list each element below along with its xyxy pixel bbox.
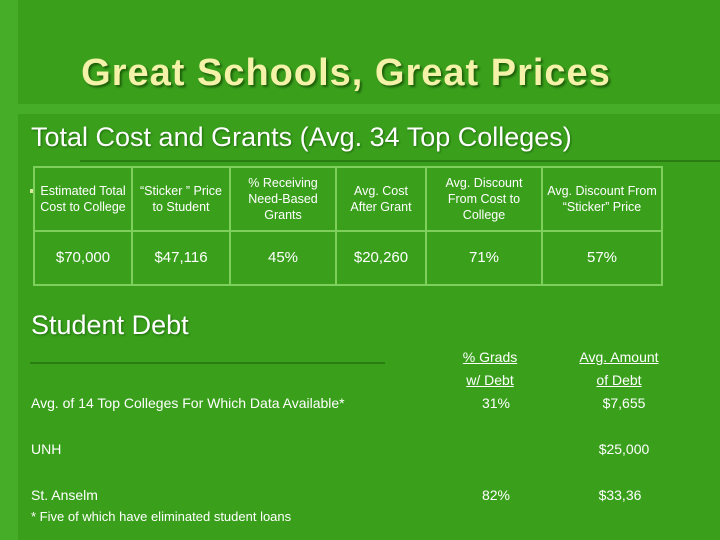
value-sticker-price: $47,116 <box>131 230 231 286</box>
header-pct-receiving-grants: % Receiving Need-Based Grants <box>229 166 337 232</box>
header-pct-text: Receiving Need-Based Grants <box>248 176 318 222</box>
table-row: $70,000 $47,116 45% $20,260 71% 57% <box>33 230 663 286</box>
header-sticker-price: “Sticker ” Price to Student <box>131 166 231 232</box>
header-avg-discount-cost: Avg. Discount From Cost to College <box>425 166 543 232</box>
footnote: * Five of which have eliminated student … <box>31 509 292 524</box>
bullet-marker <box>30 189 34 193</box>
value-avg-discount-cost: 71% <box>425 230 543 286</box>
debt-row-pct: 31% <box>481 395 511 411</box>
background-line <box>30 362 385 364</box>
header-estimated-total-cost: Estimated Total Cost to College <box>33 166 133 232</box>
value-avg-discount-sticker: 57% <box>541 230 663 286</box>
value-estimated-total-cost: $70,000 <box>33 230 133 286</box>
debt-row-label: Avg. of 14 Top Colleges For Which Data A… <box>31 395 345 411</box>
debt-row-amount: $33,36 <box>598 487 642 503</box>
col-head-avg-amount-line2: of Debt <box>596 372 642 388</box>
debt-row-label: UNH <box>31 441 62 457</box>
col-head-avg-amount-line1: Avg. Amount <box>579 349 659 365</box>
col-head-avg-amount: Avg. Amount of Debt <box>556 346 682 392</box>
page-title: Great Schools, Great Prices <box>81 52 611 94</box>
background-stripe <box>0 0 18 540</box>
value-pct-receiving-grants: 45% <box>229 230 337 286</box>
background-line <box>80 160 720 162</box>
cost-grants-table: Estimated Total Cost to College “Sticker… <box>33 166 663 286</box>
header-pct-symbol: % <box>248 176 260 190</box>
debt-row-amount: $7,655 <box>602 395 646 411</box>
col-head-pct-grads: % Grads w/ Debt <box>440 346 540 392</box>
student-debt-heading: Student Debt <box>31 310 189 340</box>
table-subtitle: Total Cost and Grants (Avg. 34 Top Colle… <box>31 122 572 152</box>
debt-row-label: St. Anselm <box>31 487 98 503</box>
col-head-pct-grads-line1: % Grads <box>462 349 518 365</box>
value-avg-cost-after-grant: $20,260 <box>335 230 427 286</box>
col-head-pct-grads-line2: w/ Debt <box>466 372 514 388</box>
header-avg-cost-after-grant: Avg. Cost After Grant <box>335 166 427 232</box>
table-header-row: Estimated Total Cost to College “Sticker… <box>33 166 663 232</box>
background-stripe <box>0 104 720 114</box>
debt-row-amount: $25,000 <box>598 441 650 457</box>
debt-row-pct: 82% <box>481 487 511 503</box>
header-avg-discount-sticker: Avg. Discount From “Sticker” Price <box>541 166 663 232</box>
